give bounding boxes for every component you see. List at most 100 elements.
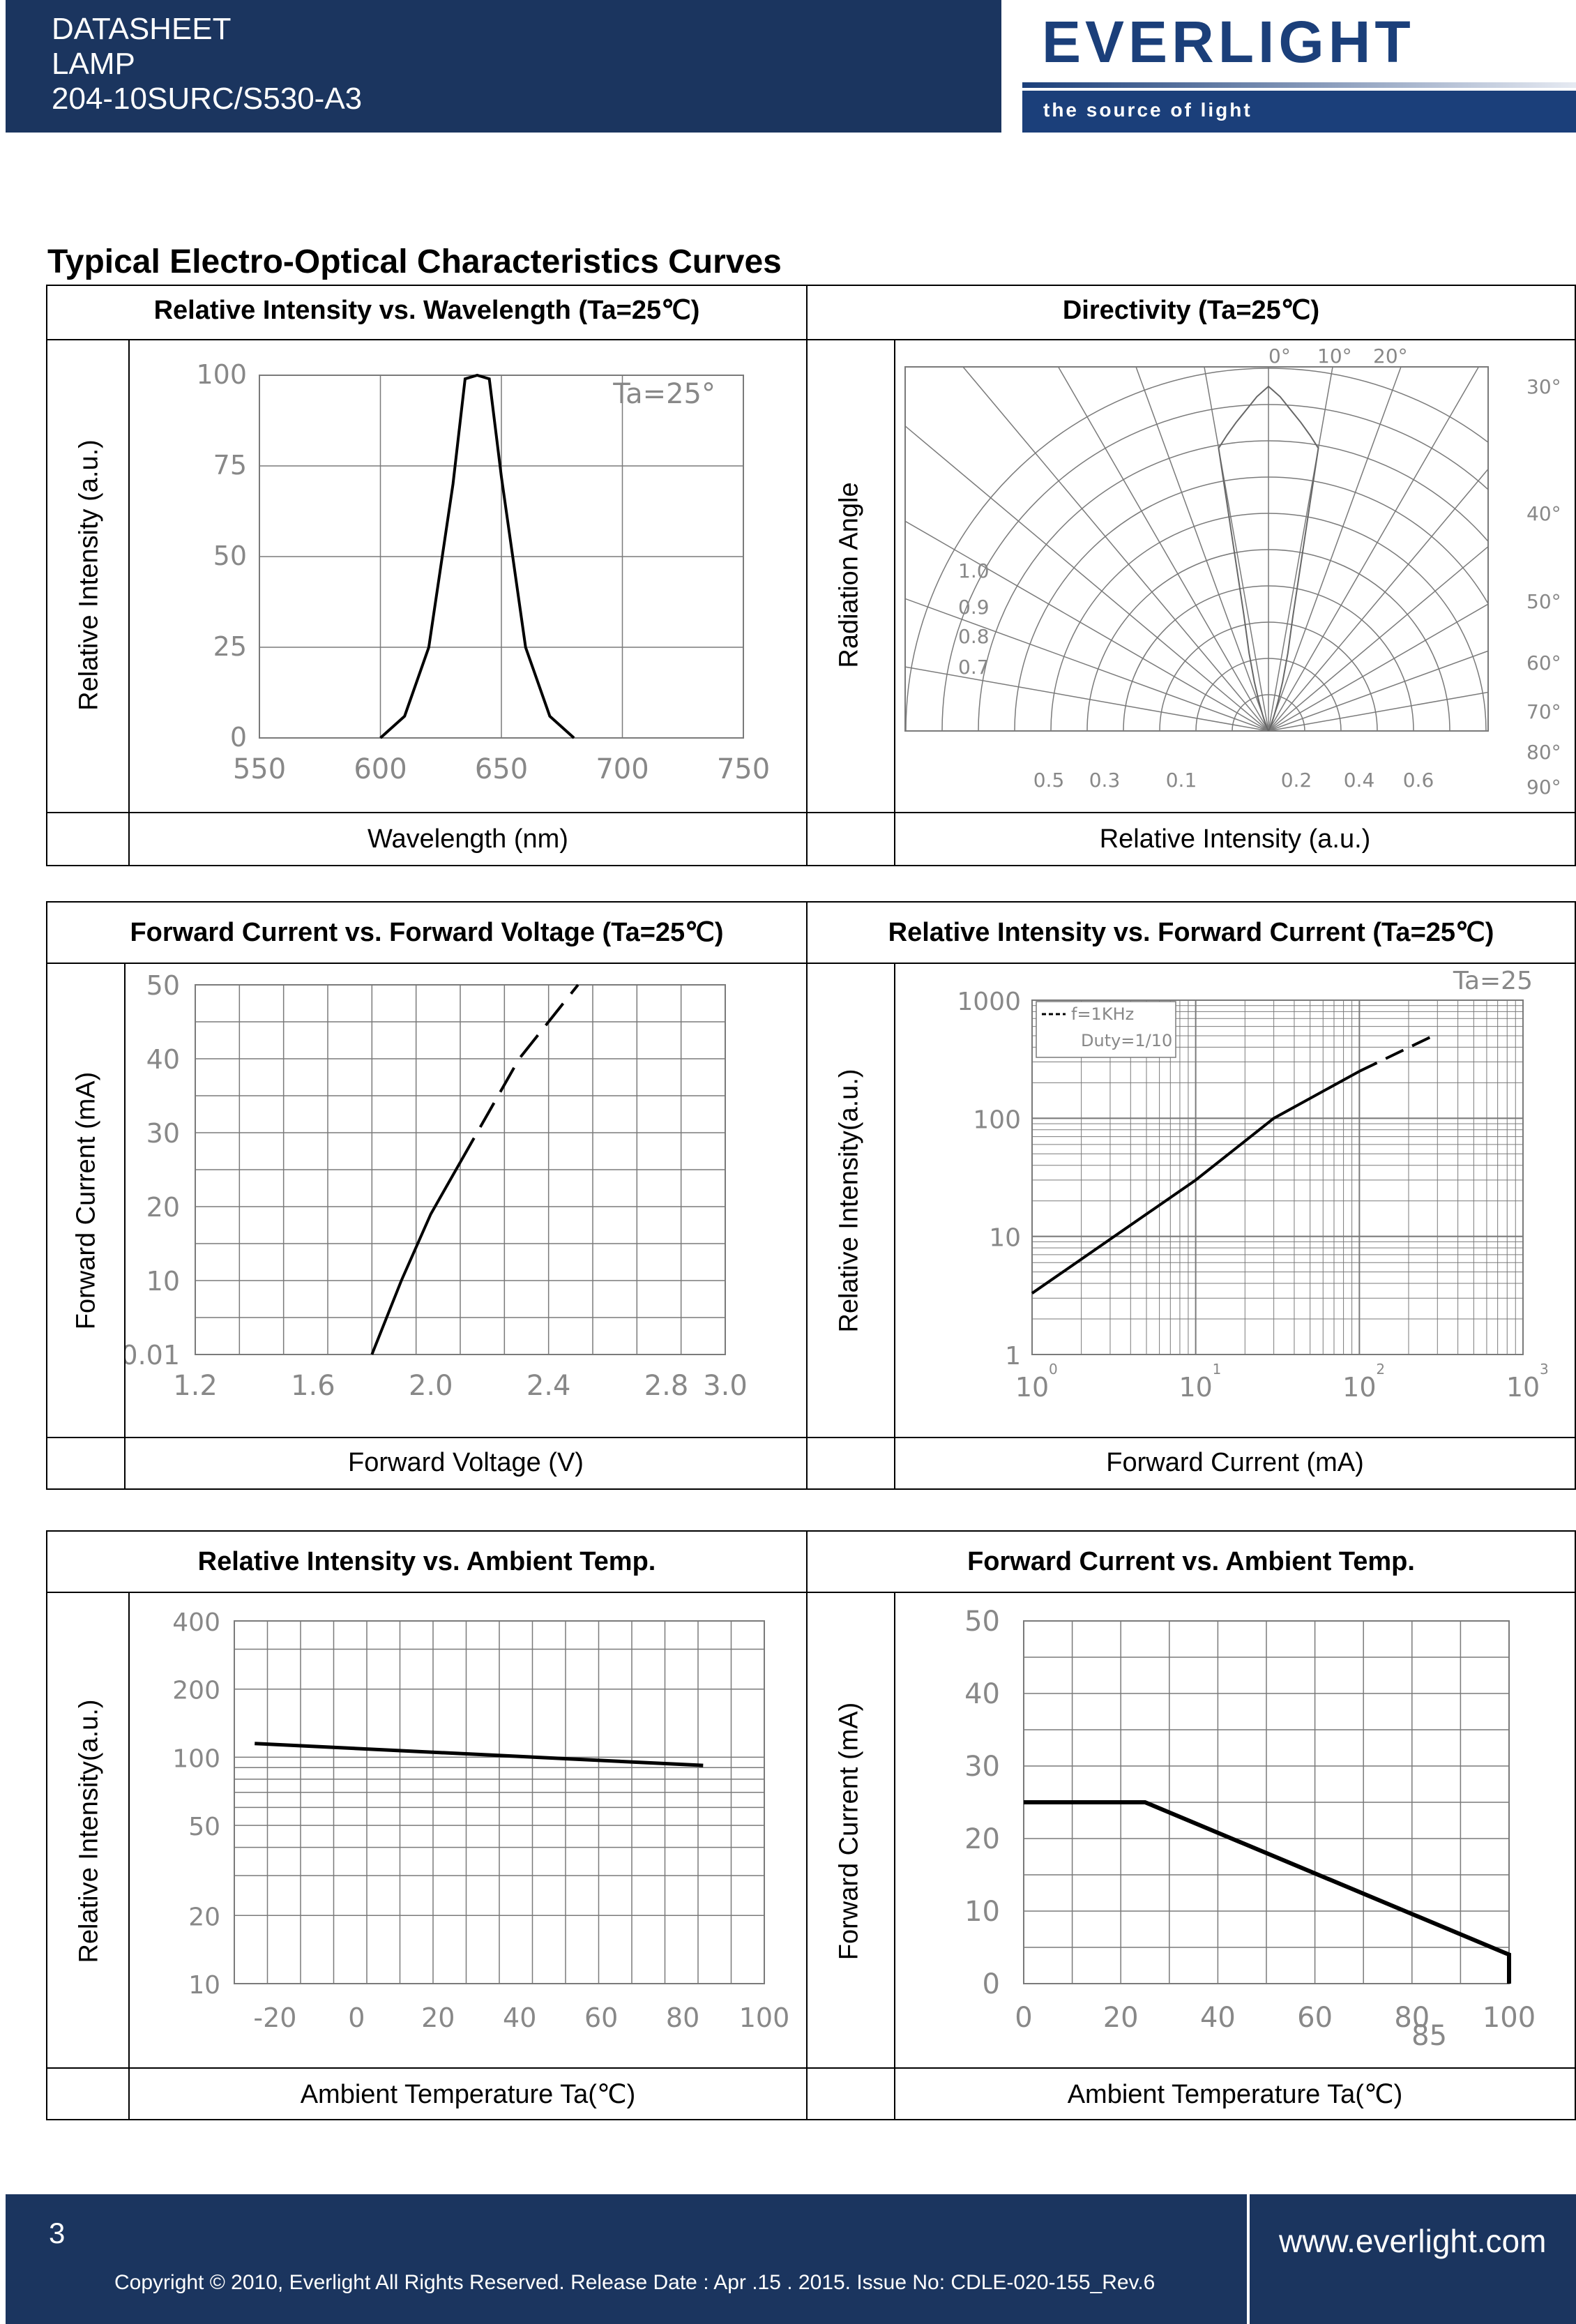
page-number: 3 (49, 2217, 66, 2249)
x-tick-label: 10 (1342, 1372, 1376, 1403)
angle-tick-label: 0° (1268, 345, 1291, 368)
polar-spoke (1268, 468, 1488, 731)
y-tick-label: 30 (146, 1118, 180, 1149)
product-category: LAMP (52, 47, 135, 81)
chart-fwd-current-voltage: 0.01 10 20 30 40 50 1.2 1.6 2.0 2.4 2.8 3.0 (121, 970, 748, 1402)
polar-spoke (1268, 603, 1488, 731)
chart-title-current-temp: Forward Current vs. Ambient Temp. (967, 1547, 1415, 1576)
x-axis-label-p1: Wavelength (nm) (368, 824, 568, 854)
x-tick-label: 80 (1394, 2002, 1430, 2034)
radial-tick-label: 0.7 (958, 656, 990, 679)
x-tick-label: 550 (233, 753, 286, 785)
y-axis-label-p1: Relative Intensity (a.u.) (74, 439, 104, 711)
chart-title-intensity-current: Relative Intensity vs. Forward Current (… (888, 918, 1494, 947)
x-tick-label: 40 (1200, 2002, 1236, 2034)
polar-spoke (1204, 367, 1269, 731)
polar-ring (905, 368, 1488, 731)
x-tick-label: 20 (421, 2002, 455, 2033)
angle-tick-label: 90° (1526, 776, 1561, 799)
x-tick-label: 1.6 (291, 1370, 335, 1402)
y-tick-label: 20 (188, 1903, 220, 1931)
radial-tick-label: 0.9 (958, 596, 990, 619)
polar-spoke (1268, 545, 1488, 731)
y-tick-label: 50 (146, 970, 180, 1001)
y-axis-label-p5: Relative Intensity(a.u.) (74, 1699, 104, 1963)
x-tick-label: 3.0 (703, 1370, 748, 1402)
x-tick-label: 40 (503, 2002, 536, 2033)
angle-tick-label: 10° (1317, 345, 1352, 368)
polar-spoke (905, 598, 1269, 731)
data-line-derating (1024, 1800, 1511, 1984)
legend-label-frequency: f=1KHz (1071, 1004, 1134, 1024)
polar-spoke (905, 666, 1269, 731)
polar-ring (941, 404, 1488, 731)
x-tick-label: 650 (475, 753, 528, 785)
polar-spoke (1268, 367, 1402, 731)
x-tick-label: 60 (1297, 2002, 1333, 2034)
x-tick-label: 2.0 (409, 1370, 453, 1402)
chart-title-wavelength: Relative Intensity vs. Wavelength (Ta=25… (153, 296, 700, 325)
x-tick-label: 20 (1103, 2002, 1139, 2034)
brand-block: EVERLIGHT the source of light (1011, 0, 1576, 133)
brand-logo: EVERLIGHT (1042, 9, 1415, 75)
legend-box (1036, 1001, 1176, 1058)
x-tick-label: 2.8 (644, 1370, 689, 1402)
chart-title-intensity-temp: Relative Intensity vs. Ambient Temp. (197, 1547, 656, 1576)
x-axis-label-p6: Ambient Temperature Ta(℃) (1067, 2080, 1403, 2109)
x-tick-exponent: 3 (1540, 1361, 1549, 1378)
y-tick-label: 400 (172, 1608, 220, 1637)
radial-tick-label: 0.8 (958, 625, 990, 648)
y-tick-label: 20 (964, 1823, 1000, 1855)
x-tick-label: 100 (739, 2002, 790, 2033)
chart-annotation: Ta=25° (612, 378, 715, 410)
y-tick-label: 0.01 (126, 1340, 180, 1371)
angle-tick-label: 60° (1526, 651, 1561, 674)
angle-tick-label: 50° (1526, 590, 1561, 613)
logo-gradient-bar (1022, 82, 1576, 88)
page-footer: 3 Copyright © 2010, Everlight All Rights… (6, 2194, 1576, 2324)
polar-spoke (1268, 650, 1488, 731)
bottom-tick-label: 0.3 (1089, 769, 1121, 792)
y-tick-label: 100 (172, 1744, 220, 1773)
y-tick-label: 10 (188, 1971, 220, 2000)
radiation-lobe (1218, 385, 1319, 731)
bottom-tick-label: 0.6 (1403, 769, 1434, 792)
datasheet-title-block: DATASHEET LAMP 204-10SURC/S530-A3 (6, 0, 1001, 133)
polar-spoke (905, 520, 1269, 731)
copyright-text: Copyright © 2010, Everlight All Rights R… (114, 2271, 1156, 2294)
angle-tick-label: 40° (1526, 502, 1561, 525)
data-line-intensity (255, 1742, 704, 1767)
y-tick-label: 200 (172, 1677, 220, 1705)
bottom-tick-label: 0.5 (1033, 769, 1065, 792)
website-link[interactable]: www.everlight.com (1279, 2223, 1547, 2259)
polar-spoke (962, 367, 1269, 731)
angle-tick-label: 20° (1373, 345, 1408, 368)
polar-grid (905, 367, 1488, 731)
x-tick-exponent: 2 (1376, 1361, 1385, 1378)
angle-tick-label: 80° (1526, 741, 1561, 764)
x-tick-label: 600 (354, 753, 407, 785)
y-tick-label: 10 (989, 1224, 1021, 1253)
bottom-tick-label: 0.2 (1281, 769, 1312, 792)
brand-tagline: the source of light (1043, 99, 1252, 121)
footer-divider (1247, 2194, 1250, 2324)
y-tick-label: 50 (213, 541, 247, 571)
polar-spoke (1057, 367, 1269, 731)
polar-spoke (1268, 691, 1488, 731)
x-tick-label: 700 (596, 753, 649, 785)
y-tick-label: 0 (230, 722, 247, 753)
part-number: 204-10SURC/S530-A3 (52, 82, 363, 116)
polar-spoke (1268, 367, 1333, 731)
plot-frame (904, 366, 1489, 732)
y-tick-label: 40 (964, 1678, 1000, 1710)
x-tick-exponent: 1 (1213, 1361, 1222, 1378)
chart-title-directivity: Directivity (Ta=25℃) (1062, 296, 1320, 325)
x-tick-label: 0 (1015, 2002, 1032, 2034)
y-axis-label-p3: Forward Current (mA) (71, 1071, 101, 1330)
y-axis-label-p4: Relative Intensity(a.u.) (834, 1069, 864, 1333)
data-line-dashed (1358, 1032, 1439, 1073)
y-tick-label: 75 (213, 450, 247, 481)
y-tick-label: 10 (964, 1896, 1000, 1928)
x-tick-label: 1.2 (173, 1370, 218, 1402)
x-tick-label-extra: 85 (1411, 2020, 1447, 2052)
